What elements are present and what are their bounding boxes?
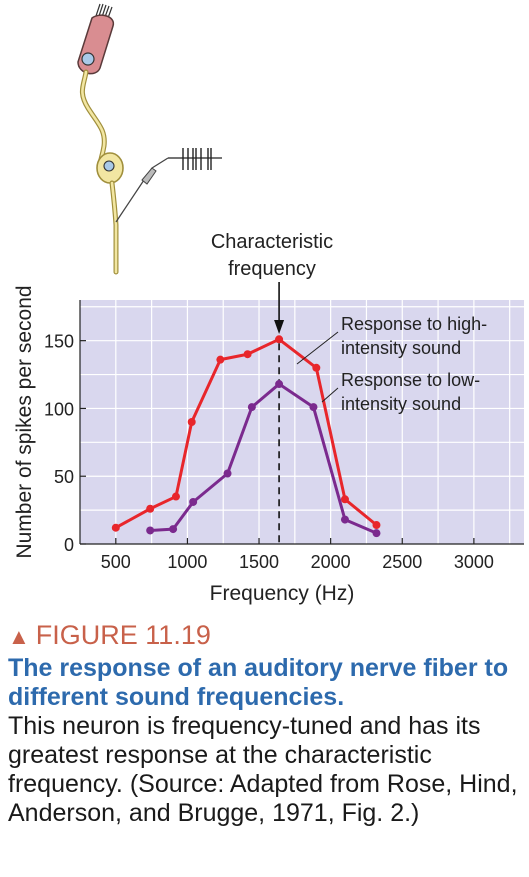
x-tick-label: 2500 — [382, 552, 422, 572]
figure-label: ▲ FIGURE 11.19 — [8, 618, 523, 654]
y-tick-label: 50 — [54, 467, 74, 487]
y-axis-ticks: 0 50 100 150 — [44, 300, 86, 555]
y-tick-label: 150 — [44, 332, 74, 352]
x-tick-label: 2000 — [311, 552, 351, 572]
caption-title: The response of an auditory nerve fiber … — [8, 654, 523, 712]
data-point-high — [341, 495, 349, 503]
hair-cell-icon — [78, 15, 113, 73]
data-point-high — [216, 356, 224, 364]
nerve-fiber-icon — [82, 72, 104, 166]
data-point-high — [372, 521, 380, 529]
x-tick-label: 1500 — [239, 552, 279, 572]
data-point-low — [341, 516, 349, 524]
legend-high-line1: Response to high- — [341, 314, 487, 334]
x-tick-label: 1000 — [167, 552, 207, 572]
data-point-low — [189, 498, 197, 506]
y-axis-label: Number of spikes per second — [13, 285, 36, 558]
x-tick-label: 500 — [101, 552, 131, 572]
chart: 500 1000 1500 2000 2500 3000 0 50 100 150 Charac… — [13, 231, 524, 605]
spike-train-icon — [183, 148, 211, 170]
data-point-low — [169, 525, 177, 533]
data-point-low — [309, 403, 317, 411]
data-point-high — [112, 524, 120, 532]
data-point-high — [275, 335, 283, 343]
data-point-high — [146, 505, 154, 513]
data-point-low — [146, 526, 154, 534]
y-tick-label: 100 — [44, 399, 74, 419]
legend-low-line1: Response to low- — [341, 370, 480, 390]
data-point-high — [172, 493, 180, 501]
figure-caption: ▲ FIGURE 11.19 The response of an auditor… — [8, 618, 523, 828]
data-point-low — [372, 529, 380, 537]
hair-cell-nucleus-icon — [82, 53, 94, 65]
data-point-high — [312, 364, 320, 372]
characteristic-label-line1: Characteristic — [211, 231, 333, 253]
data-point-high — [244, 350, 252, 358]
data-point-low — [248, 403, 256, 411]
triangle-icon: ▲ — [8, 624, 30, 649]
neuron-illustration — [78, 4, 222, 272]
y-tick-label: 0 — [64, 535, 74, 555]
characteristic-label-line2: frequency — [228, 258, 316, 280]
data-point-high — [188, 418, 196, 426]
figure: 500 1000 1500 2000 2500 3000 0 50 100 150 Charac… — [0, 0, 529, 620]
neuron-nucleus-icon — [104, 161, 114, 171]
data-point-low — [224, 470, 232, 478]
legend-high-line2: intensity sound — [341, 338, 461, 358]
legend-low-line2: intensity sound — [341, 394, 461, 414]
figure-number: FIGURE 11.19 — [36, 620, 211, 650]
caption-body: This neuron is frequency-tuned and has i… — [8, 712, 523, 828]
data-point-low — [275, 380, 283, 388]
x-axis-label: Frequency (Hz) — [210, 582, 355, 605]
recording-electrode-icon — [116, 158, 222, 222]
x-tick-label: 3000 — [454, 552, 494, 572]
